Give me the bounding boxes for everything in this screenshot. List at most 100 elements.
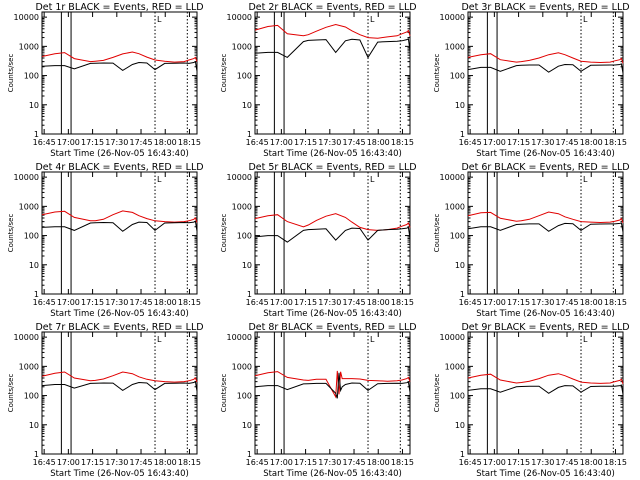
y-tick-label: 10 — [455, 261, 465, 270]
x-tick-label: 17:15 — [294, 298, 317, 307]
lld-series-line — [254, 213, 411, 231]
x-tick-label: 16:45 — [246, 458, 269, 467]
x-tick-label: 17:45 — [342, 298, 365, 307]
x-axis-label: Start Time (26-Nov-05 16:43:40) — [50, 149, 189, 159]
x-tick-label: 17:45 — [555, 138, 578, 147]
chart-title: Det 3r BLACK = Events, RED = LLD — [461, 2, 629, 13]
y-tick-label: 10000 — [227, 333, 252, 342]
y-tick-label: 10 — [242, 101, 252, 110]
x-tick-label: 17:00 — [483, 298, 506, 307]
x-tick-label: 18:00 — [367, 458, 390, 467]
plot-frame — [467, 331, 624, 455]
y-tick-label: 1 — [460, 130, 465, 139]
events-series-line — [41, 60, 198, 72]
x-axis-label: Start Time (26-Nov-05 16:43:40) — [263, 149, 402, 159]
y-axis-label: Counts/sec — [220, 54, 228, 93]
chart-title: Det 1r BLACK = Events, RED = LLD — [35, 2, 203, 13]
x-tick-label: 18:15 — [178, 138, 201, 147]
x-tick-label: 17:00 — [483, 458, 506, 467]
x-tick-label: 17:45 — [129, 458, 152, 467]
x-tick-label: 17:45 — [129, 138, 152, 147]
lld-series-line — [467, 373, 624, 385]
detector-8-chart: Det 8r BLACK = Events, RED = LLD 1 10 100 10… — [220, 322, 417, 479]
x-tick-label: 17:30 — [531, 298, 554, 307]
x-tick-label: 17:30 — [531, 138, 554, 147]
detector-1-chart: Det 1r BLACK = Events, RED = LLD 1 10 100 10… — [7, 2, 204, 159]
x-tick-label: 16:45 — [33, 138, 56, 147]
x-axis-label: Start Time (26-Nov-05 16:43:40) — [50, 469, 189, 479]
x-tick-label: 16:45 — [459, 458, 482, 467]
y-tick-label: 1 — [34, 450, 39, 459]
y-tick-label: 100 — [237, 392, 252, 401]
lld-series-line — [254, 370, 411, 399]
plot-frame — [254, 331, 411, 455]
y-tick-label: 10000 — [440, 333, 465, 342]
x-tick-label: 18:00 — [367, 298, 390, 307]
y-tick-label: 1000 — [19, 202, 39, 211]
x-tick-label: 17:30 — [318, 298, 341, 307]
y-tick-label: 10 — [242, 421, 252, 430]
x-tick-label: 18:15 — [604, 458, 627, 467]
x-axis-label: Start Time (26-Nov-05 16:43:40) — [476, 469, 615, 479]
x-axis-label: Start Time (26-Nov-05 16:43:40) — [263, 469, 402, 479]
x-tick-label: 18:00 — [580, 458, 603, 467]
lld-series-line — [41, 210, 198, 223]
y-tick-label: 1000 — [232, 362, 252, 371]
x-tick-label: 17:15 — [81, 458, 104, 467]
y-tick-label: 1000 — [232, 202, 252, 211]
y-axis-label: Counts/sec — [7, 214, 15, 253]
x-tick-label: 18:00 — [580, 298, 603, 307]
x-tick-label: 17:00 — [270, 458, 293, 467]
x-tick-label: 18:15 — [391, 138, 414, 147]
events-series-line — [254, 226, 411, 243]
y-axis-label: Counts/sec — [7, 374, 15, 413]
plot-frame — [254, 171, 411, 295]
x-tick-label: 17:00 — [57, 138, 80, 147]
flag-label: L — [157, 335, 162, 344]
y-tick-label: 1000 — [445, 362, 465, 371]
plot-frame — [467, 171, 624, 295]
x-tick-label: 18:15 — [391, 298, 414, 307]
x-tick-label: 17:30 — [531, 458, 554, 467]
x-tick-label: 17:15 — [507, 138, 530, 147]
y-tick-label: 10000 — [14, 13, 39, 22]
y-axis-label: Counts/sec — [7, 54, 15, 93]
x-tick-label: 17:00 — [57, 458, 80, 467]
y-tick-label: 10 — [29, 421, 39, 430]
y-tick-label: 100 — [450, 232, 465, 241]
y-axis-label: Counts/sec — [433, 54, 441, 93]
lld-series-line — [41, 371, 198, 383]
y-tick-label: 10 — [29, 261, 39, 270]
chart-title: Det 5r BLACK = Events, RED = LLD — [248, 162, 416, 173]
y-tick-label: 10000 — [14, 333, 39, 342]
y-tick-label: 1000 — [445, 202, 465, 211]
x-tick-label: 18:00 — [580, 138, 603, 147]
y-tick-label: 10000 — [440, 13, 465, 22]
x-tick-label: 18:15 — [178, 298, 201, 307]
chart-title: Det 4r BLACK = Events, RED = LLD — [35, 162, 203, 173]
events-series-line — [254, 372, 411, 399]
detector-5-chart: Det 5r BLACK = Events, RED = LLD 1 10 100 10… — [220, 162, 417, 319]
x-tick-label: 17:30 — [105, 298, 128, 307]
x-tick-label: 17:30 — [318, 138, 341, 147]
chart-title: Det 7r BLACK = Events, RED = LLD — [35, 322, 203, 333]
x-tick-label: 17:15 — [294, 458, 317, 467]
y-tick-label: 10 — [455, 421, 465, 430]
lld-series-line — [467, 211, 624, 224]
x-tick-label: 17:15 — [81, 138, 104, 147]
x-axis-label: Start Time (26-Nov-05 16:43:40) — [476, 309, 615, 319]
x-axis-label: Start Time (26-Nov-05 16:43:40) — [476, 149, 615, 159]
chart-title: Det 6r BLACK = Events, RED = LLD — [461, 162, 629, 173]
flag-label: L — [583, 175, 588, 184]
y-tick-label: 10000 — [14, 173, 39, 182]
y-tick-label: 1 — [247, 450, 252, 459]
y-axis-label: Counts/sec — [220, 374, 228, 413]
x-tick-label: 18:00 — [154, 458, 177, 467]
x-tick-label: 16:45 — [459, 298, 482, 307]
y-tick-label: 100 — [450, 72, 465, 81]
y-axis-label: Counts/sec — [433, 374, 441, 413]
x-tick-label: 17:30 — [105, 458, 128, 467]
events-series-line — [41, 380, 198, 392]
detector-6-chart: Det 6r BLACK = Events, RED = LLD 1 10 100 10… — [433, 162, 630, 319]
